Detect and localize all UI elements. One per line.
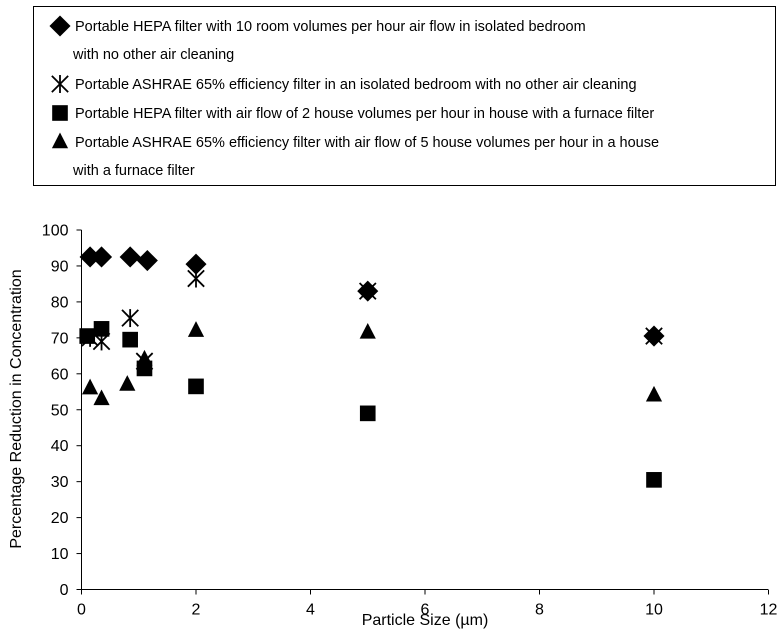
data-point-diamond (137, 250, 158, 271)
legend-label: Portable HEPA filter with air flow of 2 … (75, 106, 654, 122)
x-axis-label: Particle Size (µm) (362, 612, 489, 629)
legend-entry-asterisk: Portable ASHRAE 65% efficiency filter in… (52, 75, 637, 93)
data-point-triangle (119, 375, 135, 391)
legend: Portable HEPA filter with 10 room volume… (34, 7, 776, 186)
data-point-asterisk (122, 309, 138, 327)
y-tick-label: 40 (51, 438, 69, 455)
data-point-asterisk (188, 270, 204, 288)
y-tick-label: 0 (60, 582, 69, 599)
y-axis-label: Percentage Reduction in Concentration (8, 269, 25, 548)
data-point-diamond (91, 246, 112, 267)
y-tick-label: 60 (51, 366, 69, 383)
y-tick-label: 90 (51, 258, 69, 275)
x-tick-label: 8 (535, 602, 544, 619)
data-point-square (79, 328, 95, 344)
y-tick-label: 70 (51, 330, 69, 347)
legend-label: with no other air cleaning (72, 47, 234, 63)
legend-label: Portable ASHRAE 65% efficiency filter wi… (75, 135, 659, 151)
x-tick-label: 0 (77, 602, 86, 619)
data-point-square (646, 472, 662, 488)
data-point-square (94, 321, 110, 337)
y-tick-label: 80 (51, 294, 69, 311)
series-triangle (82, 321, 662, 405)
legend-label: Portable ASHRAE 65% efficiency filter in… (75, 77, 637, 93)
data-point-diamond (120, 246, 141, 267)
x-tick-label: 4 (306, 602, 315, 619)
data-point-triangle (136, 350, 152, 366)
x-tick-label: 2 (192, 602, 201, 619)
data-point-triangle (82, 379, 98, 395)
x-tick-label: 12 (760, 602, 778, 619)
data-point-square (188, 379, 204, 395)
data-point-square (122, 332, 138, 348)
series-square (79, 321, 661, 488)
legend-marker-square (52, 105, 68, 121)
legend-label: with a furnace filter (72, 163, 195, 179)
y-tick-label: 20 (51, 510, 69, 527)
data-point-triangle (188, 321, 204, 337)
legend-entry-square: Portable HEPA filter with air flow of 2 … (52, 105, 654, 122)
data-point-triangle (360, 323, 376, 339)
y-tick-label: 50 (51, 402, 69, 419)
legend-label: Portable HEPA filter with 10 room volume… (75, 19, 586, 35)
y-tick-label: 100 (42, 223, 69, 240)
y-tick-label: 30 (51, 474, 69, 491)
data-point-triangle (646, 386, 662, 402)
x-tick-label: 10 (645, 602, 663, 619)
y-tick-label: 10 (51, 546, 69, 563)
series-asterisk (82, 270, 662, 371)
data-point-square (360, 406, 376, 422)
